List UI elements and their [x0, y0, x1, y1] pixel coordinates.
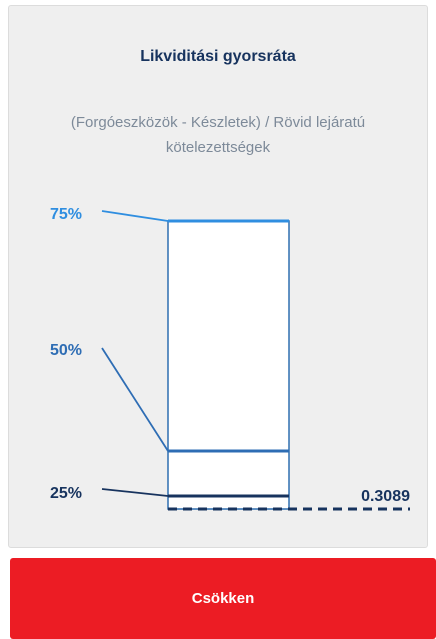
action-button[interactable]: Csökken: [10, 558, 436, 639]
level-label: 50%: [50, 342, 82, 359]
card-subtitle: (Forgóeszközök - Készletek) / Rövid lejá…: [70, 114, 366, 156]
gauge: 75% 50% 25% 0.3089: [50, 206, 410, 511]
card-title: Likviditási gyorsráta: [140, 48, 296, 65]
level-label: 25%: [50, 485, 82, 502]
gauge-box: [167, 220, 290, 510]
connector: [101, 210, 169, 222]
value-label: 0.3089: [361, 488, 410, 505]
connector: [101, 488, 169, 497]
level-label: 75%: [50, 206, 82, 223]
connector: [101, 347, 169, 452]
